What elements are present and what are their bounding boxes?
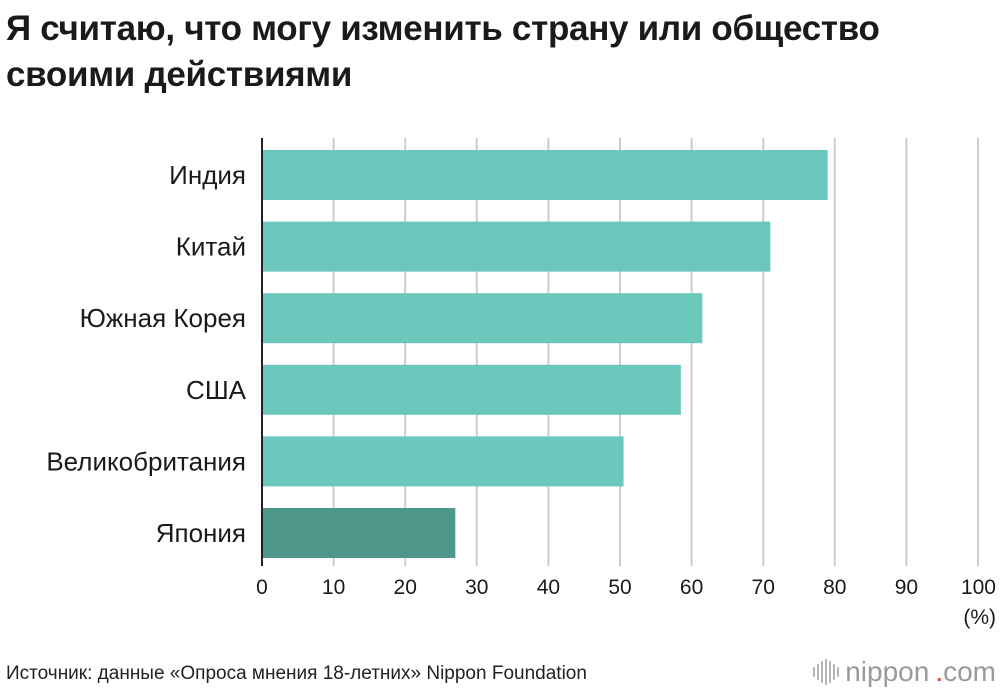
x-tick-label: 10: [322, 576, 345, 599]
bar: [262, 150, 828, 200]
category-label: Япония: [156, 518, 246, 548]
x-tick-label: 60: [680, 576, 703, 599]
bar: [262, 221, 771, 272]
nippon-logo: nippon. com: [813, 655, 996, 689]
x-tick-label: 20: [394, 576, 417, 599]
chart-title: Я считаю, что могу изменить страну или о…: [6, 9, 880, 94]
category-label: Китай: [176, 232, 246, 262]
brand-tld: com: [943, 656, 996, 687]
signal-bars-icon: [813, 659, 840, 685]
x-tick-label: 50: [608, 576, 631, 599]
x-tick-label: 30: [465, 576, 488, 599]
bar: [262, 293, 703, 344]
unit-label: (%): [963, 606, 996, 629]
x-tick-label: 70: [752, 576, 775, 599]
x-tick-label: 0: [256, 576, 268, 599]
category-label: Великобритания: [46, 446, 246, 476]
category-label: США: [186, 375, 247, 405]
brand-dot: .: [935, 656, 944, 687]
bar: [262, 508, 456, 558]
x-tick-label: 100: [961, 576, 996, 599]
x-tick-label: 40: [537, 576, 560, 599]
category-label: Южная Корея: [80, 303, 246, 333]
x-tick-label: 80: [823, 576, 846, 599]
x-tick-label: 90: [895, 576, 918, 599]
brand-name: nippon: [845, 656, 930, 687]
bar: [262, 436, 624, 487]
source-note: Источник: данные «Опроса мнения 18-летни…: [6, 663, 587, 684]
bar: [262, 364, 681, 415]
category-label: Индия: [169, 160, 246, 190]
